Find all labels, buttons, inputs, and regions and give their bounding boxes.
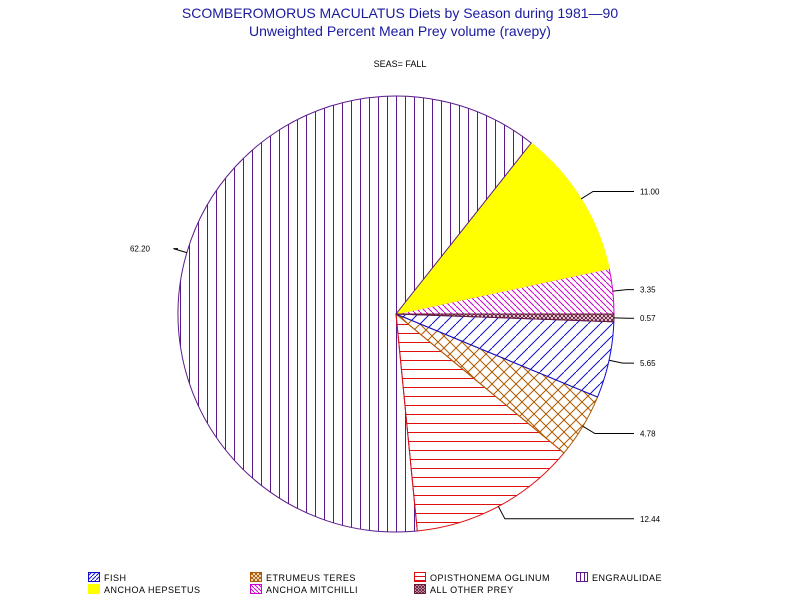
slice-label-etrumeus-teres: 4.78 [640,430,656,439]
pie-chart: 3.35 11.00 62.20 12.44 4.78 5.65 0.57 [130,95,661,533]
slice-label-fish: 5.65 [640,359,656,368]
legend-label: ANCHOA HEPSETUS [104,585,201,595]
leader-line-anchoa-mitchilli [612,289,634,292]
chart-subtitle: Unweighted Percent Mean Prey volume (rav… [249,23,551,39]
legend-label: FISH [104,573,127,583]
pie-slice-opisthonema-oglinum [395,312,565,532]
legend-label: ETRUMEUS TERES [266,573,356,583]
legend-swatch [414,584,426,594]
legend: FISH ETRUMEUS TERES OPISTHONEMA OGLINUM … [0,570,800,600]
legend-label: OPISTHONEMA OGLINUM [430,573,551,583]
legend-swatch [88,572,100,582]
legend-swatch [250,584,262,594]
slice-label-anchoa-mitchilli: 3.35 [640,286,656,295]
leader-line-engraulidae [173,248,187,254]
legend-label: ALL OTHER PREY [430,585,514,595]
slice-label-engraulidae: 62.20 [130,245,151,254]
leader-line-fish [608,359,634,364]
legend-swatch [88,584,100,594]
leader-line-opisthonema-oglinum [497,506,634,520]
slice-label-all-other-prey: 0.57 [640,314,656,323]
legend-label: ENGRAULIDAE [592,573,663,583]
legend-swatch [250,572,262,582]
legend-swatch [414,572,426,582]
slice-label-anchoa-hepsetus: 11.00 [640,188,660,197]
slice-label-opisthonema-oglinum: 12.44 [640,515,661,524]
group-label: SEAS= FALL [373,59,427,69]
leader-line-etrumeus-teres [582,425,634,434]
legend-label: ANCHOA MITCHILLI [266,585,359,595]
pie-slice-anchoa-hepsetus [394,142,610,315]
pie-slice-all-other-prey [395,313,615,323]
chart-title: SCOMBEROMORUS MACULATUS Diets by Season … [181,5,619,21]
leader-line-anchoa-hepsetus [580,191,634,200]
legend-swatch [576,572,588,582]
pie-slice-engraulidae [177,95,532,533]
